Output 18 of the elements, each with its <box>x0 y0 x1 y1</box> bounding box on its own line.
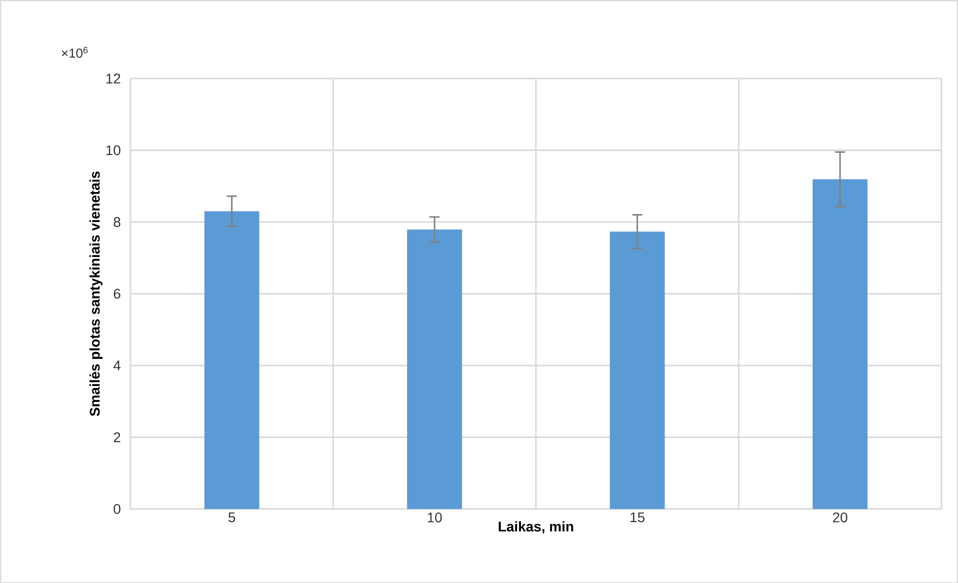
y-tick-label: 2 <box>114 432 120 442</box>
bar <box>812 179 868 509</box>
y-tick-label: 8 <box>114 216 120 227</box>
y-axis-title: Smailės plotas santykiniais vienetais <box>89 171 102 416</box>
y-tick-label: 12 <box>106 73 120 84</box>
y-tick-label: 10 <box>106 145 120 155</box>
bar <box>204 210 260 509</box>
x-axis-title: Laikas, min <box>498 521 574 534</box>
x-tick-label: 5 <box>228 512 236 522</box>
y-tick-label: 4 <box>113 360 120 370</box>
y-tick-label: 0 <box>114 504 120 514</box>
bar <box>407 229 462 509</box>
y-tick-label: 6 <box>114 288 120 298</box>
bar <box>610 231 665 509</box>
x-tick-label: 20 <box>832 512 848 522</box>
x-tick-label: 10 <box>428 512 442 522</box>
x-tick-label: 15 <box>630 512 644 522</box>
text: ×10$^{6}$ <box>62 46 88 58</box>
